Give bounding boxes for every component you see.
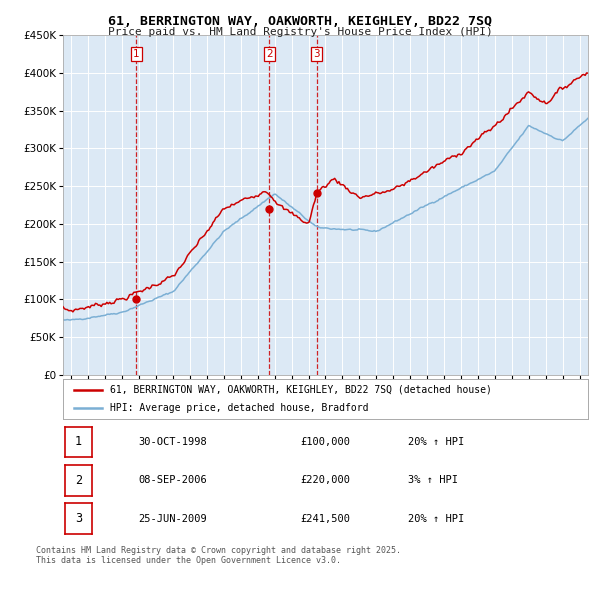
Text: HPI: Average price, detached house, Bradford: HPI: Average price, detached house, Brad… bbox=[110, 403, 369, 413]
Text: 1: 1 bbox=[133, 49, 140, 59]
Text: 2: 2 bbox=[75, 474, 82, 487]
Text: 3% ↑ HPI: 3% ↑ HPI bbox=[408, 476, 458, 485]
Text: 30-OCT-1998: 30-OCT-1998 bbox=[138, 437, 207, 447]
Text: 61, BERRINGTON WAY, OAKWORTH, KEIGHLEY, BD22 7SQ: 61, BERRINGTON WAY, OAKWORTH, KEIGHLEY, … bbox=[108, 15, 492, 28]
Text: 25-JUN-2009: 25-JUN-2009 bbox=[138, 514, 207, 523]
Text: 20% ↑ HPI: 20% ↑ HPI bbox=[408, 514, 464, 523]
Text: Contains HM Land Registry data © Crown copyright and database right 2025.
This d: Contains HM Land Registry data © Crown c… bbox=[36, 546, 401, 565]
Text: £100,000: £100,000 bbox=[300, 437, 350, 447]
Text: 08-SEP-2006: 08-SEP-2006 bbox=[138, 476, 207, 485]
Text: £220,000: £220,000 bbox=[300, 476, 350, 485]
Text: 20% ↑ HPI: 20% ↑ HPI bbox=[408, 437, 464, 447]
Text: 3: 3 bbox=[75, 512, 82, 525]
Text: 61, BERRINGTON WAY, OAKWORTH, KEIGHLEY, BD22 7SQ (detached house): 61, BERRINGTON WAY, OAKWORTH, KEIGHLEY, … bbox=[110, 385, 492, 395]
Text: 2: 2 bbox=[266, 49, 273, 59]
Text: Price paid vs. HM Land Registry's House Price Index (HPI): Price paid vs. HM Land Registry's House … bbox=[107, 27, 493, 37]
Text: 3: 3 bbox=[313, 49, 320, 59]
Text: 1: 1 bbox=[75, 435, 82, 448]
Text: £241,500: £241,500 bbox=[300, 514, 350, 523]
